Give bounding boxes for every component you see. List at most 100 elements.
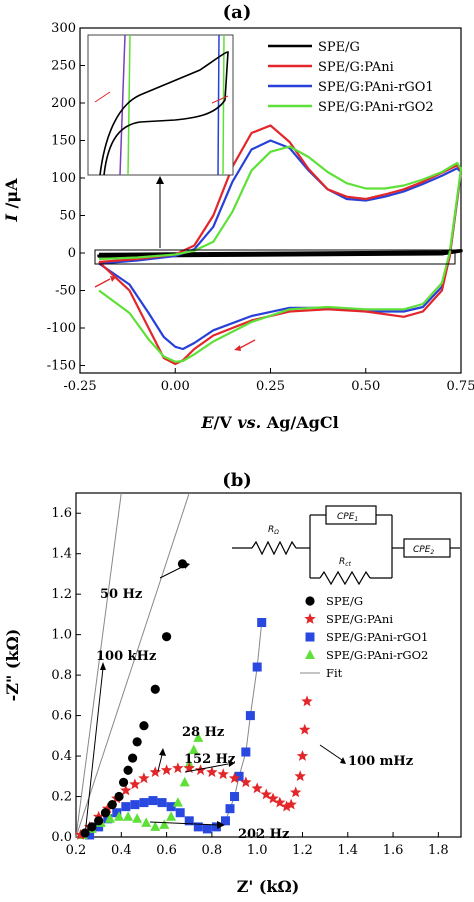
b-point-1 bbox=[251, 782, 263, 794]
a-ytick-label: -150 bbox=[47, 359, 76, 374]
b-point-1 bbox=[217, 768, 229, 780]
b-legend-label-4: Fit bbox=[326, 666, 343, 680]
a-xtick-label: 0.75 bbox=[447, 379, 474, 394]
a-ytick-label: 50 bbox=[59, 209, 76, 224]
b-ytick-label: 0.8 bbox=[51, 668, 72, 683]
b-annotation-2: 28 Hz bbox=[182, 725, 224, 740]
arrow-100mhz-head bbox=[340, 757, 346, 764]
b-point-2 bbox=[241, 747, 251, 757]
b-legend-swatch-0 bbox=[305, 596, 315, 606]
b-series-0 bbox=[80, 559, 188, 838]
b-point-1 bbox=[120, 784, 132, 796]
b-point-3 bbox=[166, 811, 177, 821]
inset-pointer-head bbox=[156, 176, 164, 184]
b-point-0 bbox=[128, 753, 138, 763]
scan-arrow-forward-head bbox=[110, 276, 116, 282]
label-r-omega: RΩ bbox=[268, 525, 279, 536]
panel-a-legend: SPE/G SPE/G:PAni SPE/G:PAni-rGO1 SPE/G:PAni… bbox=[268, 40, 434, 115]
a-ytick-label: 100 bbox=[51, 171, 76, 186]
b-point-0 bbox=[114, 791, 124, 802]
a-xtick-label: 0.50 bbox=[351, 379, 380, 394]
b-point-2 bbox=[234, 771, 244, 781]
b-point-0 bbox=[139, 721, 149, 731]
b-point-3 bbox=[150, 821, 161, 831]
inset-red-arrow-1 bbox=[94, 91, 111, 103]
inset-black-loop bbox=[99, 51, 229, 176]
b-annotation-1: 100 kHz bbox=[96, 649, 156, 664]
b-xtick-label: 0.6 bbox=[156, 843, 177, 858]
a-ytick-label: 200 bbox=[51, 96, 76, 111]
scan-arrow-forward bbox=[94, 278, 111, 288]
a-ytick-label: -50 bbox=[55, 284, 76, 299]
b-xtick-label: 1.6 bbox=[383, 843, 404, 858]
b-point-1 bbox=[206, 766, 218, 778]
panel-b-ylabel: -Z" (kΩ) bbox=[3, 629, 22, 702]
b-legend-label-1: SPE/G:PAni bbox=[326, 612, 393, 626]
arrow-152hz bbox=[184, 763, 229, 773]
label-cpe1: CPE1 bbox=[337, 512, 358, 523]
a-ytick-label: 150 bbox=[51, 134, 76, 149]
inset-frame bbox=[87, 34, 234, 176]
b-point-0 bbox=[94, 816, 104, 826]
a-xtick-label: 0.25 bbox=[256, 379, 285, 394]
a-legend-label-3: SPE/G:PAni-rGO2 bbox=[318, 100, 434, 115]
b-point-1 bbox=[240, 776, 252, 788]
b-point-3 bbox=[132, 813, 143, 823]
b-ytick-label: 1.6 bbox=[51, 506, 72, 521]
label-cpe2: CPE2 bbox=[413, 545, 434, 556]
b-fit-line bbox=[75, 492, 190, 838]
panel-b-label: (b) bbox=[222, 470, 252, 491]
a-ytick-label: -100 bbox=[47, 321, 76, 336]
b-point-2 bbox=[175, 808, 185, 818]
panel-a-chart: -150 -100 -50 0 50 100 150 200 250 300 -0.25 0.00 0… bbox=[2, 21, 474, 432]
panel-a-xlabel: E/V vs. Ag/AgCl bbox=[200, 413, 338, 432]
a-legend-label-1: SPE/G:PAni bbox=[318, 60, 394, 75]
b-point-0 bbox=[123, 765, 133, 775]
b-point-0 bbox=[118, 777, 129, 787]
b-point-1 bbox=[285, 798, 297, 810]
b-legend-swatch-3 bbox=[305, 649, 315, 659]
scan-arrow-reverse bbox=[239, 339, 256, 349]
inset-line-green bbox=[127, 34, 131, 176]
a-ytick-label: 0 bbox=[68, 246, 76, 261]
b-point-3 bbox=[141, 817, 152, 827]
b-point-2 bbox=[220, 816, 230, 826]
b-point-3 bbox=[179, 776, 190, 787]
arrow-28hz-head bbox=[159, 748, 166, 756]
b-point-1 bbox=[129, 778, 141, 790]
b-point-2 bbox=[193, 822, 203, 832]
b-xtick-label: 1.2 bbox=[292, 843, 313, 858]
panel-a-y-ticks: -150 -100 -50 0 50 100 150 200 250 300 bbox=[47, 21, 85, 374]
panel-a-label: (a) bbox=[223, 2, 252, 23]
panel-b-y-ticks: 0.0 0.2 0.4 0.6 0.8 1.0 1.2 1.4 1.6 bbox=[51, 506, 81, 845]
b-point-1 bbox=[172, 762, 184, 774]
panel-b-xlabel: Z' (kΩ) bbox=[237, 877, 300, 896]
b-point-2 bbox=[166, 802, 176, 812]
scan-arrow-reverse-head bbox=[234, 345, 241, 351]
b-legend-swatch-1 bbox=[304, 613, 316, 624]
label-r-ct: Rct bbox=[339, 557, 352, 568]
b-point-2 bbox=[130, 800, 140, 810]
b-legend-swatch-2 bbox=[305, 632, 315, 642]
b-point-2 bbox=[184, 816, 194, 826]
arrow-100khz bbox=[84, 667, 104, 836]
b-ytick-label: 1.4 bbox=[51, 547, 72, 562]
panel-b-chart: 0.00.20.40.60.81.01.21.41.6 0.2 0.4 0.6 0.8… bbox=[3, 492, 462, 896]
panel-a-x-ticks: -0.25 0.00 0.25 0.50 0.75 bbox=[63, 368, 474, 394]
b-point-2 bbox=[211, 822, 221, 832]
b-point-1 bbox=[280, 800, 293, 812]
b-point-2 bbox=[225, 804, 235, 814]
panel-a-zoom-box bbox=[94, 249, 456, 265]
b-xtick-label: 1.8 bbox=[428, 843, 449, 858]
arrow-50hz-head bbox=[184, 562, 190, 569]
b-point-2 bbox=[148, 796, 158, 806]
b-annotation-3: 152 Hz bbox=[184, 752, 235, 767]
b-point-3 bbox=[104, 813, 115, 823]
b-point-2 bbox=[94, 822, 104, 832]
b-legend-label-2: SPE/G:PAni-rGO1 bbox=[326, 630, 428, 644]
inset-red-arrow-2 bbox=[211, 95, 229, 104]
b-annotation-0: 50 Hz bbox=[100, 587, 142, 602]
b-point-2 bbox=[202, 824, 212, 834]
b-point-1 bbox=[194, 764, 207, 776]
